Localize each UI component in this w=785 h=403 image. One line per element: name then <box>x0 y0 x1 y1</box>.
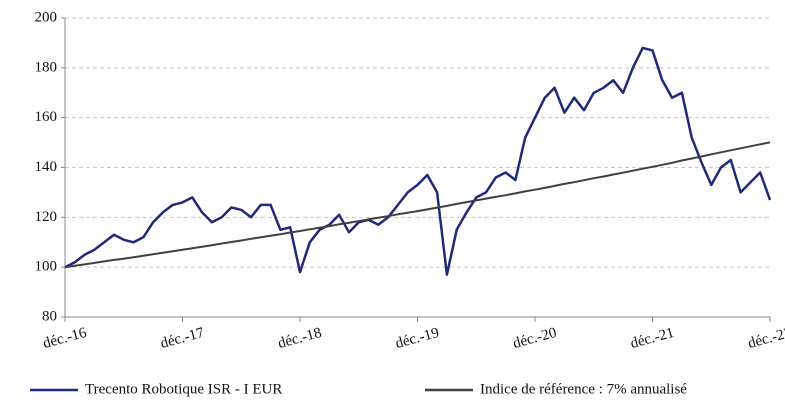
series-line <box>64 141 771 269</box>
x-tick-label: déc.-19 <box>394 325 441 352</box>
x-tick-label: déc.-18 <box>276 325 323 352</box>
y-tick-label: 120 <box>35 209 58 225</box>
y-tick-label: 160 <box>35 109 58 125</box>
x-tick-label: déc.-16 <box>41 325 89 352</box>
legend-label: Indice de référence : 7% annualisé <box>480 381 687 397</box>
x-tick-label: déc.-17 <box>159 325 207 352</box>
series-line <box>64 46 772 276</box>
y-tick-label: 140 <box>35 159 58 175</box>
y-tick-label: 80 <box>42 308 57 324</box>
x-tick-label: déc.-21 <box>629 325 676 352</box>
y-tick-label: 100 <box>35 259 58 275</box>
y-tick-label: 200 <box>35 9 58 25</box>
y-tick-label: 180 <box>35 59 58 75</box>
x-tick-label: déc.-22 <box>746 325 785 352</box>
legend-label: Trecento Robotique ISR - I EUR <box>85 381 282 397</box>
x-tick-label: déc.-20 <box>511 325 558 352</box>
